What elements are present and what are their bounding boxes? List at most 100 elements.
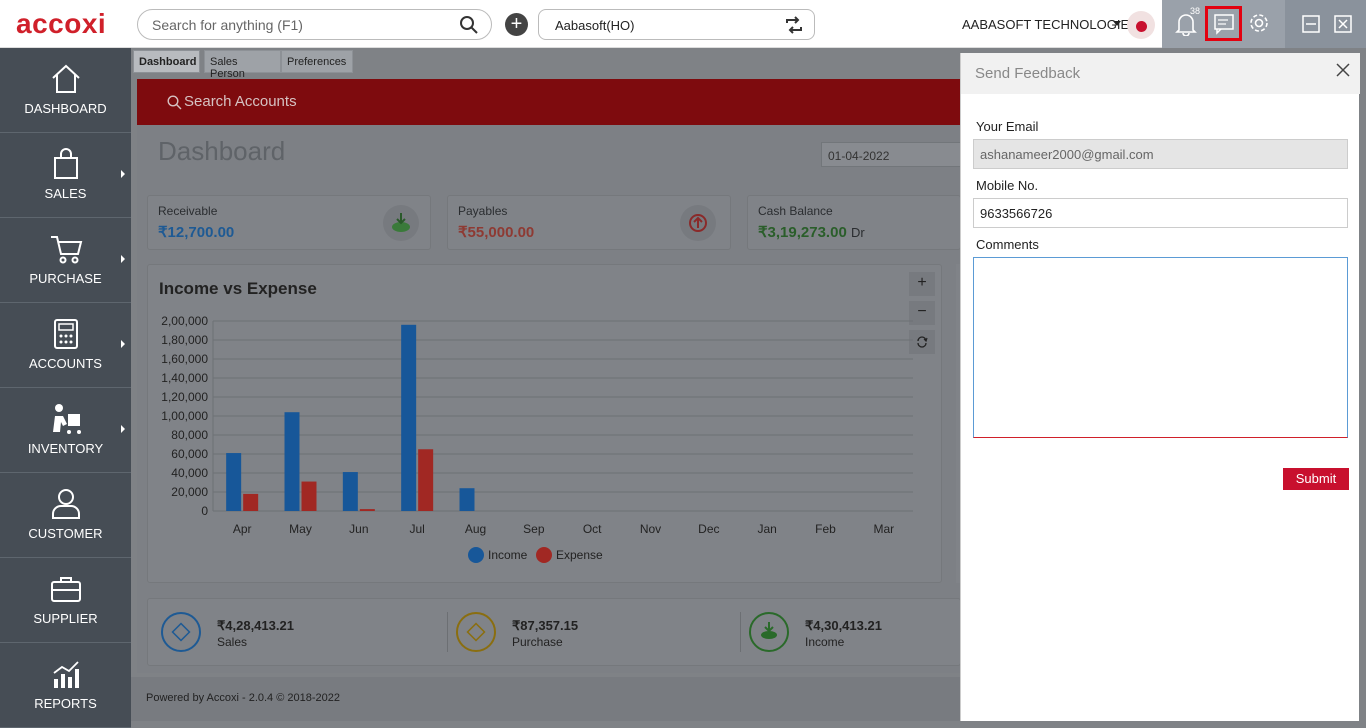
x-tick-label: Feb: [815, 522, 836, 536]
inventory-icon: [53, 404, 81, 434]
global-search-input[interactable]: Search for anything (F1): [137, 9, 492, 40]
arrow-up-circle-icon: [680, 205, 716, 241]
divider: [447, 612, 448, 652]
tab-sales-person[interactable]: Sales Person: [204, 50, 281, 80]
close-icon[interactable]: [1335, 62, 1351, 83]
sidebar-item-label: REPORTS: [34, 696, 97, 711]
mobile-label: Mobile No.: [976, 178, 1039, 193]
income-bar: [459, 488, 475, 511]
x-tick-label: Jun: [349, 522, 368, 536]
add-icon[interactable]: +: [505, 13, 528, 36]
income-icon: [749, 612, 789, 652]
divider: [740, 612, 741, 652]
x-tick-label: Nov: [640, 522, 661, 536]
y-tick-label: 1,20,000: [161, 390, 208, 404]
sales-icon: [161, 612, 201, 652]
sidebar-item-customer[interactable]: CUSTOMER: [0, 473, 131, 558]
sidebar-item-dashboard[interactable]: DASHBOARD: [0, 48, 131, 133]
sidebar-item-accounts[interactable]: ACCOUNTS: [0, 303, 131, 388]
zoom-in-button[interactable]: +: [909, 272, 935, 296]
y-tick-label: 20,000: [171, 485, 208, 499]
sidebar-item-inventory[interactable]: INVENTORY: [0, 388, 131, 473]
x-tick-label: Mar: [873, 522, 894, 536]
chevron-right-icon: [121, 255, 125, 263]
zoom-out-button[interactable]: −: [909, 301, 935, 325]
sidebar-item-label: SUPPLIER: [33, 611, 98, 626]
feedback-header: Send Feedback: [961, 53, 1360, 94]
sidebar-item-reports[interactable]: REPORTS: [0, 643, 131, 728]
tab-dashboard[interactable]: Dashboard: [133, 50, 200, 73]
x-tick-label: Oct: [583, 522, 602, 536]
search-icon[interactable]: [459, 15, 479, 40]
money-in-icon: [383, 205, 419, 241]
expense-bar: [418, 449, 434, 511]
feedback-icon[interactable]: [1205, 6, 1242, 41]
summary-label: Purchase: [512, 635, 563, 649]
sidebar-item-label: ACCOUNTS: [29, 356, 102, 371]
minimize-icon[interactable]: [1302, 15, 1320, 38]
chart-icon: [53, 661, 79, 688]
x-tick-label: Dec: [698, 522, 719, 536]
legend-label: Expense: [556, 548, 603, 562]
email-field[interactable]: ashanameer2000@gmail.com: [973, 139, 1348, 169]
tab-preferences[interactable]: Preferences: [281, 50, 353, 73]
gear-icon[interactable]: [1248, 12, 1270, 39]
chevron-right-icon: [121, 425, 125, 433]
shopping-bag-icon: [54, 148, 78, 179]
purchase-icon: [456, 612, 496, 652]
footer-text: Powered by Accoxi - 2.0.4 © 2018-2022: [146, 692, 340, 704]
card-value: ₹3,19,273.00: [758, 224, 847, 241]
y-tick-label: 1,40,000: [161, 371, 208, 385]
legend-swatch: [468, 547, 484, 563]
search-icon: [167, 95, 182, 115]
y-tick-label: 1,80,000: [161, 333, 208, 347]
income-expense-panel: [147, 264, 942, 583]
chevron-right-icon: [121, 340, 125, 348]
switch-branch-icon[interactable]: [784, 15, 804, 40]
x-tick-label: Aug: [465, 522, 486, 536]
email-label: Your Email: [976, 119, 1039, 134]
bell-icon[interactable]: [1175, 12, 1197, 41]
summary-label: Sales: [217, 635, 248, 649]
close-window-icon[interactable]: [1334, 15, 1352, 38]
receivable-card[interactable]: Receivable ₹12,700.00: [147, 195, 431, 250]
x-tick-label: Jan: [757, 522, 776, 536]
mobile-field[interactable]: 9633566726: [973, 198, 1348, 228]
income-bar: [342, 472, 358, 511]
card-value: ₹12,700.00: [158, 224, 235, 241]
briefcase-icon: [51, 577, 81, 602]
branch-selector[interactable]: Aabasoft(HO): [538, 9, 815, 40]
sidebar-item-label: PURCHASE: [29, 271, 102, 286]
date-picker[interactable]: 01-04-2022: [821, 142, 961, 167]
window-controls: [1285, 0, 1366, 48]
avatar[interactable]: [1127, 11, 1155, 39]
sidebar-item-label: SALES: [44, 186, 87, 201]
sidebar-item-sales[interactable]: SALES: [0, 133, 131, 218]
legend-swatch: [536, 547, 552, 563]
sidebar-item-supplier[interactable]: SUPPLIER: [0, 558, 131, 643]
cash-balance-card[interactable]: Cash Balance ₹3,19,273.00 Dr: [747, 195, 961, 250]
side-panel-edge: [956, 264, 961, 583]
top-bar: accoxi Search for anything (F1) + Aabaso…: [0, 0, 1366, 48]
sidebar-item-purchase[interactable]: PURCHASE: [0, 218, 131, 303]
income-bar: [226, 453, 242, 511]
sidebar-item-label: CUSTOMER: [28, 526, 103, 541]
company-name[interactable]: AABASOFT TECHNOLOGIES: [962, 17, 1138, 32]
search-placeholder: Search for anything (F1): [152, 17, 303, 33]
card-title: Cash Balance: [758, 204, 833, 218]
search-accounts-bar[interactable]: Search Accounts: [137, 79, 961, 125]
y-tick-label: 60,000: [171, 447, 208, 461]
payables-card[interactable]: Payables ₹55,000.00: [447, 195, 731, 250]
chevron-down-icon[interactable]: [1113, 21, 1121, 26]
y-tick-label: 1,60,000: [161, 352, 208, 366]
comments-textarea[interactable]: [973, 257, 1348, 438]
date-value: 01-04-2022: [828, 149, 890, 163]
x-tick-label: Jul: [409, 522, 424, 536]
reset-zoom-button[interactable]: [909, 330, 935, 354]
calculator-icon: [54, 319, 78, 349]
income-expense-chart: 0 20,000 40,000 60,000 80,000 1,00,000 1,20,00…: [161, 314, 913, 563]
y-tick-label: 40,000: [171, 466, 208, 480]
income-bar: [401, 324, 417, 511]
sidebar-item-label: DASHBOARD: [24, 101, 107, 116]
submit-button[interactable]: Submit: [1283, 468, 1349, 490]
